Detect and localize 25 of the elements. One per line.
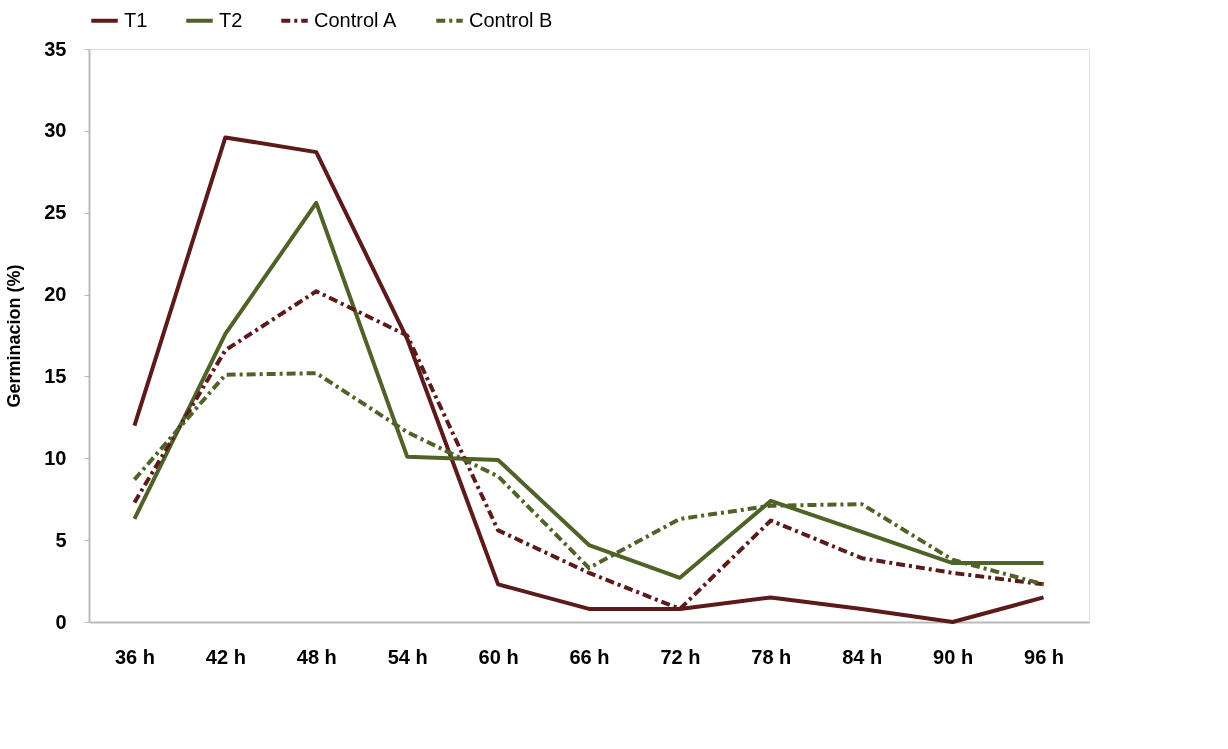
legend-label: T1 xyxy=(124,8,148,31)
x-tick-label: 78 h xyxy=(751,645,792,668)
legend-label: T2 xyxy=(219,8,243,31)
y-tick-label: 15 xyxy=(44,364,67,387)
x-tick-label: 60 h xyxy=(478,645,519,668)
x-tick-label: 84 h xyxy=(842,645,883,668)
x-tick-label: 90 h xyxy=(933,645,974,668)
x-tick-label: 54 h xyxy=(387,645,428,668)
y-tick-label: 35 xyxy=(44,37,67,60)
y-tick-label: 20 xyxy=(44,283,67,306)
x-tick-label: 36 h xyxy=(114,645,155,668)
line-series xyxy=(132,135,1046,624)
y-tick-label: 0 xyxy=(55,610,67,633)
y-tick-label: 25 xyxy=(44,201,67,224)
x-tick-label: 66 h xyxy=(569,645,610,668)
legend-label: Control B xyxy=(469,8,553,31)
y-tick-label: 5 xyxy=(55,528,67,551)
y-axis-title: Germinacion (%) xyxy=(4,264,25,408)
x-tick-label: 42 h xyxy=(205,645,246,668)
legend-label: Control A xyxy=(314,8,397,31)
x-tick-label: 72 h xyxy=(660,645,701,668)
x-tick-label: 48 h xyxy=(296,645,337,668)
x-tick-label: 96 h xyxy=(1024,645,1065,668)
y-tick-label: 30 xyxy=(44,119,67,142)
y-tick-label: 10 xyxy=(44,446,67,469)
